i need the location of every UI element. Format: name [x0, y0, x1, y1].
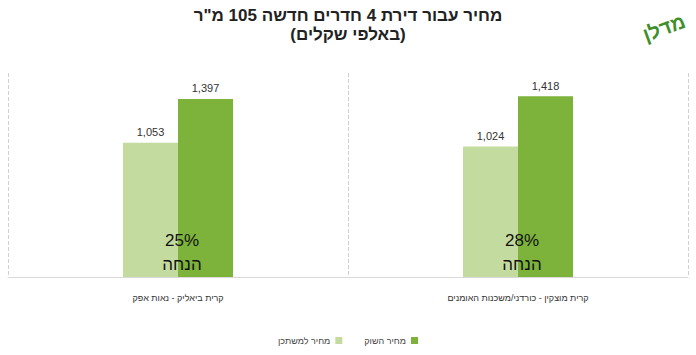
svg-text:הנחה: הנחה [502, 255, 541, 274]
svg-text:(באלפי שקלים): (באלפי שקלים) [290, 25, 405, 44]
svg-text:הנחה: הנחה [162, 255, 201, 274]
svg-text:25%: 25% [165, 231, 199, 250]
svg-text:קרית ביאליק - נאות אפק: קרית ביאליק - נאות אפק [132, 293, 223, 303]
svg-text:מחיר השוק: מחיר השוק [364, 336, 406, 346]
svg-text:קרית מוצקין - כורדני/משכנות הא: קרית מוצקין - כורדני/משכנות האומנים [447, 293, 588, 303]
svg-text:28%: 28% [505, 231, 539, 250]
svg-text:1,053: 1,053 [137, 126, 165, 138]
svg-text:1,024: 1,024 [477, 130, 505, 142]
svg-text:מחיר למשתכן: מחיר למשתכן [278, 336, 330, 346]
svg-text:1,397: 1,397 [192, 82, 220, 94]
svg-text:1,418: 1,418 [532, 80, 560, 92]
svg-text:מדלן: מדלן [640, 10, 689, 46]
svg-text:מחיר עבור דירת 4 חדרים חדשה 10: מחיר עבור דירת 4 חדרים חדשה 105 מ"ר [194, 6, 503, 25]
